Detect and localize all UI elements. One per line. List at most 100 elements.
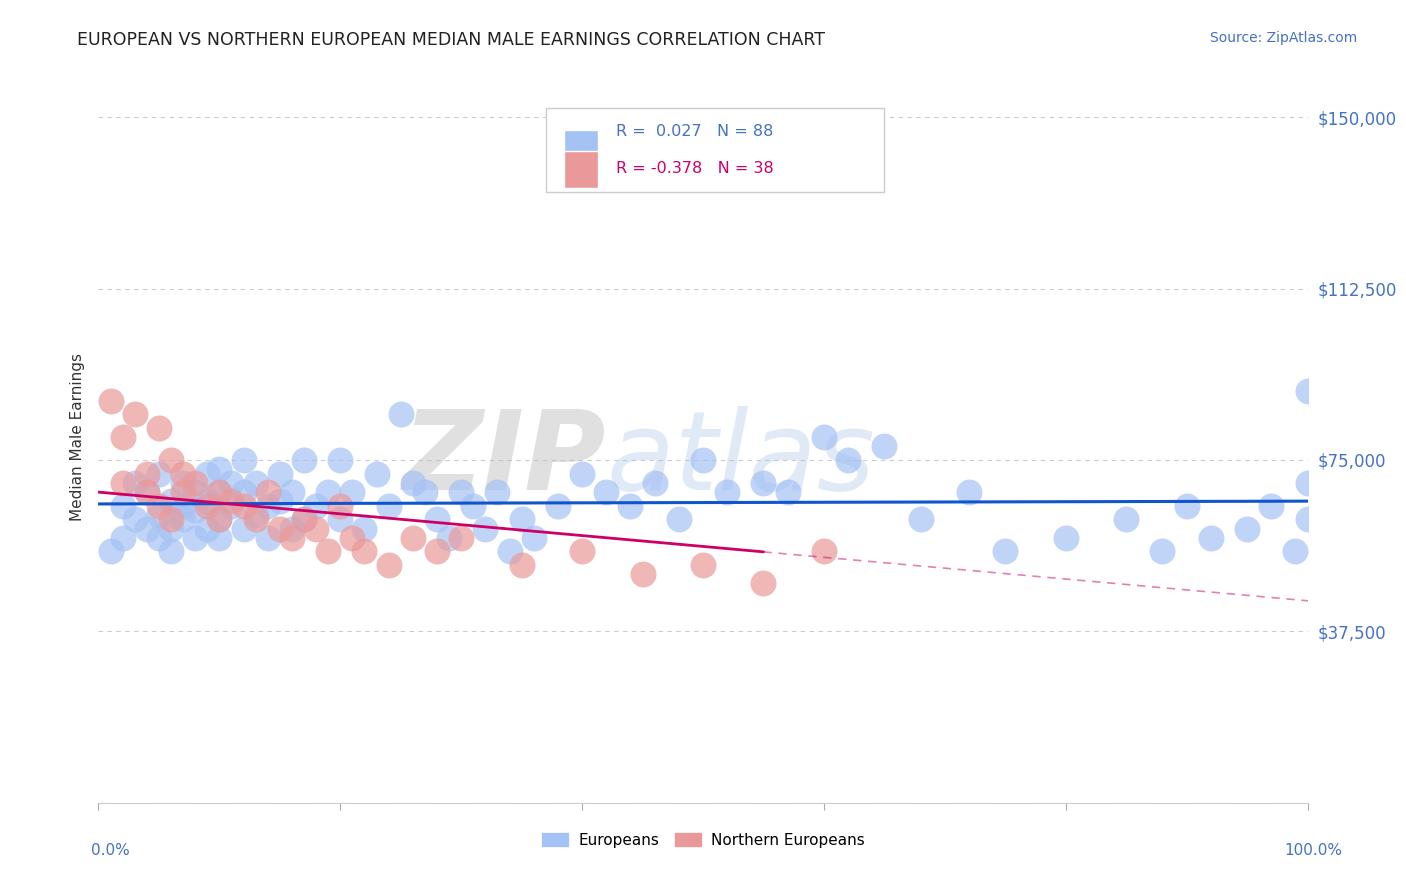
- Point: [135, 484, 157, 499]
- Point: [245, 475, 267, 490]
- Text: R = -0.378   N = 38: R = -0.378 N = 38: [616, 161, 773, 176]
- Point: [245, 508, 267, 522]
- Legend: Europeans, Northern Europeans: Europeans, Northern Europeans: [536, 825, 870, 854]
- Point: [172, 512, 194, 526]
- Point: [221, 499, 243, 513]
- Point: [474, 521, 496, 535]
- Point: [329, 499, 352, 513]
- Text: 100.0%: 100.0%: [1285, 843, 1343, 858]
- Point: [994, 544, 1017, 558]
- Point: [1284, 544, 1306, 558]
- Point: [644, 475, 666, 490]
- Text: ZIP: ZIP: [402, 406, 606, 513]
- Point: [1236, 521, 1258, 535]
- Text: atlas: atlas: [606, 406, 875, 513]
- Point: [135, 484, 157, 499]
- Point: [342, 484, 364, 499]
- Point: [1199, 531, 1222, 545]
- Point: [281, 484, 304, 499]
- Point: [124, 512, 146, 526]
- Point: [668, 512, 690, 526]
- Point: [402, 531, 425, 545]
- Point: [221, 475, 243, 490]
- Point: [1054, 531, 1077, 545]
- Point: [148, 421, 170, 435]
- Text: R =  0.027   N = 88: R = 0.027 N = 88: [616, 124, 773, 139]
- Point: [172, 467, 194, 481]
- Point: [873, 439, 896, 453]
- Point: [426, 544, 449, 558]
- Point: [305, 499, 328, 513]
- Point: [111, 531, 134, 545]
- Point: [437, 531, 460, 545]
- Point: [245, 512, 267, 526]
- Point: [184, 484, 207, 499]
- Point: [124, 407, 146, 421]
- Point: [1152, 544, 1174, 558]
- Point: [256, 484, 278, 499]
- Point: [813, 544, 835, 558]
- Point: [208, 531, 231, 545]
- Point: [571, 544, 593, 558]
- Point: [184, 503, 207, 517]
- Point: [716, 484, 738, 499]
- Point: [692, 558, 714, 573]
- Point: [208, 462, 231, 476]
- Point: [402, 475, 425, 490]
- Point: [281, 531, 304, 545]
- Point: [148, 531, 170, 545]
- Point: [135, 467, 157, 481]
- Point: [184, 475, 207, 490]
- Point: [292, 512, 315, 526]
- Point: [486, 484, 509, 499]
- Point: [111, 430, 134, 444]
- Point: [463, 499, 485, 513]
- Point: [195, 494, 218, 508]
- Point: [813, 430, 835, 444]
- Point: [124, 475, 146, 490]
- Point: [692, 453, 714, 467]
- Point: [1115, 512, 1137, 526]
- Point: [232, 499, 254, 513]
- Point: [776, 484, 799, 499]
- Point: [329, 512, 352, 526]
- Point: [232, 484, 254, 499]
- Point: [510, 512, 533, 526]
- Point: [292, 512, 315, 526]
- Point: [1296, 475, 1319, 490]
- Point: [353, 521, 375, 535]
- Point: [195, 467, 218, 481]
- Point: [329, 453, 352, 467]
- Point: [195, 521, 218, 535]
- Point: [389, 407, 412, 421]
- Point: [571, 467, 593, 481]
- Text: EUROPEAN VS NORTHERN EUROPEAN MEDIAN MALE EARNINGS CORRELATION CHART: EUROPEAN VS NORTHERN EUROPEAN MEDIAN MAL…: [77, 31, 825, 49]
- Point: [305, 521, 328, 535]
- Point: [184, 531, 207, 545]
- Point: [281, 521, 304, 535]
- Point: [221, 494, 243, 508]
- Point: [1175, 499, 1198, 513]
- Point: [342, 531, 364, 545]
- Point: [160, 512, 183, 526]
- Point: [111, 499, 134, 513]
- Point: [353, 544, 375, 558]
- Point: [1260, 499, 1282, 513]
- Point: [100, 393, 122, 408]
- Point: [510, 558, 533, 573]
- Point: [256, 531, 278, 545]
- Point: [111, 475, 134, 490]
- Point: [413, 484, 436, 499]
- Point: [752, 576, 775, 591]
- Point: [195, 499, 218, 513]
- Point: [172, 499, 194, 513]
- Point: [316, 484, 339, 499]
- Point: [595, 484, 617, 499]
- Point: [208, 484, 231, 499]
- Point: [316, 544, 339, 558]
- Point: [208, 512, 231, 526]
- Point: [910, 512, 932, 526]
- Point: [269, 521, 291, 535]
- Point: [450, 484, 472, 499]
- Point: [752, 475, 775, 490]
